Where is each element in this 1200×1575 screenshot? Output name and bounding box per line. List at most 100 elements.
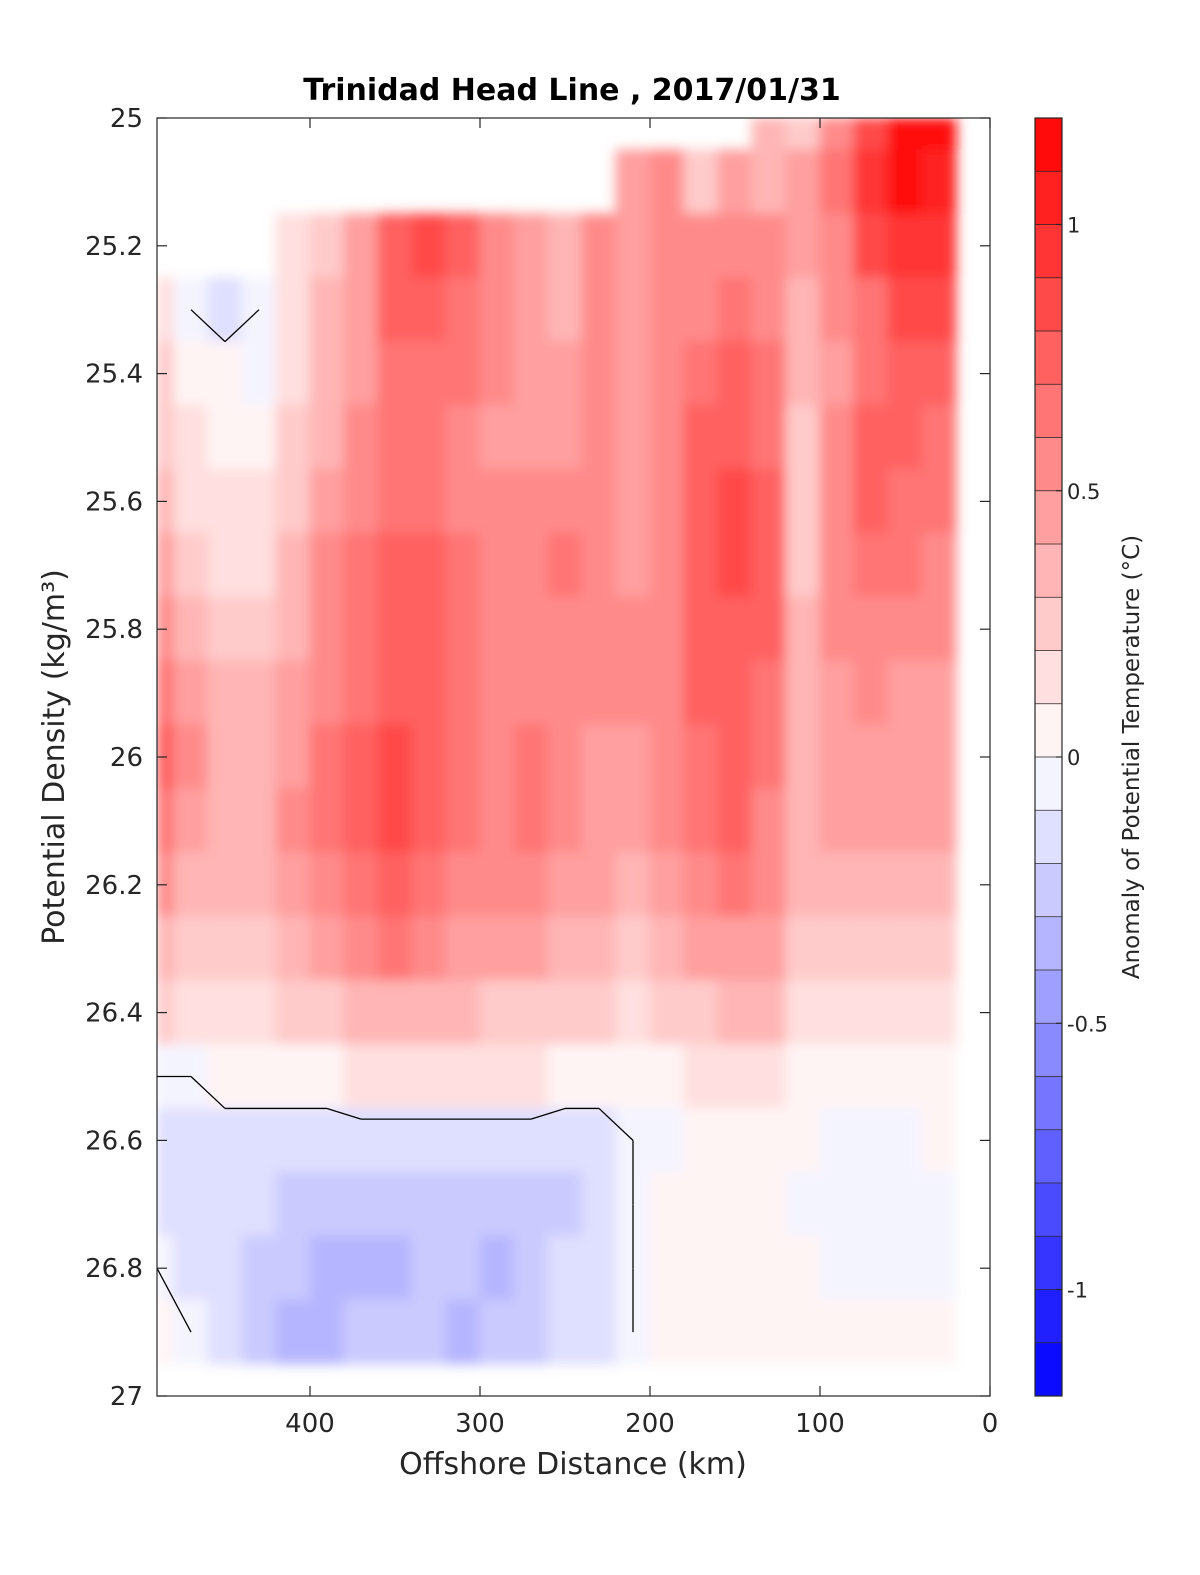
anomaly-cell	[751, 468, 787, 534]
anomaly-cell	[479, 468, 515, 534]
anomaly-cell	[649, 149, 685, 215]
anomaly-cell	[649, 916, 685, 982]
anomaly-cell	[683, 724, 719, 790]
anomaly-cell	[921, 149, 948, 215]
anomaly-cell	[343, 980, 379, 1046]
anomaly-cell	[649, 1044, 685, 1109]
anomaly-cell	[445, 724, 481, 790]
anomaly-cell	[581, 596, 617, 662]
anomaly-cell	[309, 1044, 345, 1109]
anomaly-cell	[615, 596, 651, 662]
anomaly-cell	[649, 1107, 685, 1173]
anomaly-cell	[947, 980, 957, 1046]
anomaly-cell	[615, 341, 651, 407]
anomaly-cell	[411, 277, 447, 343]
y-tick-label: 26	[110, 743, 143, 773]
x-tick-label: 400	[285, 1409, 335, 1439]
anomaly-cell	[309, 916, 345, 982]
anomaly-cell	[343, 405, 379, 470]
anomaly-cell	[207, 1171, 243, 1237]
anomaly-cell	[581, 788, 617, 854]
anomaly-cell	[241, 1299, 277, 1365]
anomaly-cell	[683, 1044, 719, 1109]
anomaly-cell	[887, 724, 923, 790]
anomaly-cell	[649, 213, 685, 279]
anomaly-cell	[241, 341, 277, 407]
anomaly-cell	[411, 788, 447, 854]
anomaly-cell	[853, 118, 889, 151]
anomaly-cell	[411, 980, 447, 1046]
anomaly-cell	[581, 852, 617, 918]
colorbar-tick-label: 1	[1067, 214, 1080, 238]
anomaly-cell	[377, 468, 413, 534]
anomaly-cell	[173, 1107, 209, 1173]
colorbar-segment	[1035, 703, 1062, 758]
anomaly-cell	[513, 532, 549, 598]
anomaly-cell	[513, 724, 549, 790]
anomaly-cell	[581, 277, 617, 343]
anomaly-cell	[547, 596, 583, 662]
anomaly-cell	[649, 980, 685, 1046]
anomaly-cell	[547, 1171, 583, 1237]
anomaly-cell	[717, 1044, 753, 1109]
anomaly-cell	[275, 724, 311, 790]
anomaly-cell	[207, 660, 243, 726]
anomaly-cell	[157, 532, 175, 598]
anomaly-cell	[275, 532, 311, 598]
anomaly-cell	[547, 852, 583, 918]
anomaly-cell	[513, 852, 549, 918]
y-tick-label: 26.8	[85, 1254, 143, 1284]
anomaly-cell	[309, 1171, 345, 1237]
anomaly-cell	[581, 980, 617, 1046]
anomaly-cell	[377, 660, 413, 726]
anomaly-cell	[377, 213, 413, 279]
anomaly-cell	[819, 277, 855, 343]
anomaly-cell	[683, 1171, 719, 1237]
anomaly-cell	[343, 213, 379, 279]
anomaly-cell	[411, 852, 447, 918]
colorbar-segment	[1035, 597, 1062, 651]
anomaly-cell	[683, 788, 719, 854]
anomaly-cell	[887, 532, 923, 598]
anomaly-cell	[207, 1299, 243, 1365]
chart-title: Trinidad Head Line , 2017/01/31	[303, 73, 840, 108]
anomaly-cell	[377, 980, 413, 1046]
anomaly-cell	[241, 1107, 277, 1173]
anomaly-cell	[547, 980, 583, 1046]
anomaly-cell	[207, 980, 243, 1046]
anomaly-cell	[853, 1299, 889, 1365]
anomaly-cell	[343, 1235, 379, 1301]
anomaly-cell	[241, 1235, 277, 1301]
anomaly-cell	[819, 724, 855, 790]
anomaly-cell	[275, 1299, 311, 1365]
anomaly-cell	[819, 532, 855, 598]
colorbar-tick-label: -1	[1067, 1279, 1088, 1303]
anomaly-cell	[615, 277, 651, 343]
anomaly-cell	[445, 341, 481, 407]
anomaly-cell	[445, 1235, 481, 1301]
anomaly-cell	[615, 788, 651, 854]
anomaly-cell	[717, 596, 753, 662]
anomaly-cell	[887, 596, 923, 662]
anomaly-cell	[887, 149, 923, 215]
anomaly-cell	[173, 916, 209, 982]
anomaly-cell	[717, 788, 753, 854]
colorbar-segment	[1035, 1289, 1062, 1344]
anomaly-cell	[819, 1044, 855, 1109]
zero-contour-segment	[530, 1107, 566, 1120]
anomaly-cell	[445, 596, 481, 662]
anomaly-cell	[819, 1171, 855, 1237]
anomaly-cell	[947, 213, 957, 279]
anomaly-cell	[785, 724, 821, 790]
anomaly-cell	[411, 405, 447, 470]
anomaly-cell	[853, 405, 889, 470]
anomaly-cell	[819, 405, 855, 470]
anomaly-cell	[309, 468, 345, 534]
anomaly-cell	[207, 341, 243, 407]
anomaly-cell	[615, 916, 651, 982]
anomaly-cell	[547, 341, 583, 407]
anomaly-cell	[547, 788, 583, 854]
anomaly-cell	[173, 596, 209, 662]
anomaly-cell	[751, 724, 787, 790]
anomaly-cell	[853, 980, 889, 1046]
